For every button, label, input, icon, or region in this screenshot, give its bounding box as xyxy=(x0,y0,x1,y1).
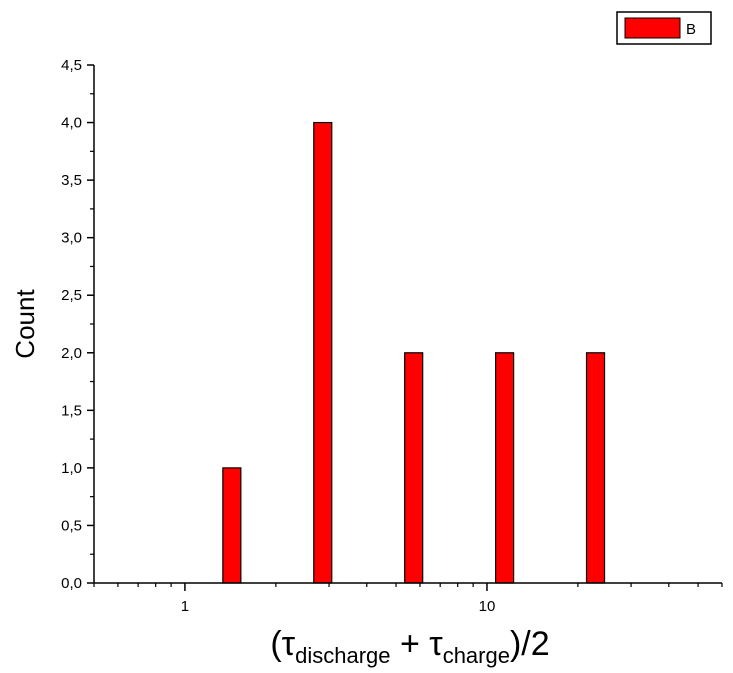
x-axis-title: (τdischarge + τcharge)/2 xyxy=(270,625,549,668)
bar-2 xyxy=(404,352,424,584)
x-axis-title-sub-charge: charge xyxy=(443,643,510,668)
x-axis-title-close: )/2 xyxy=(510,625,550,663)
y-tick-label-9: 4,5 xyxy=(61,57,82,74)
legend-swatch xyxy=(624,17,681,39)
legend-label: B xyxy=(686,21,696,38)
x-ticks-group: 1 10 xyxy=(93,583,723,615)
bar-1 xyxy=(313,121,333,584)
x-tick-label-0: 1 xyxy=(181,598,189,615)
x-tick-label-1: 10 xyxy=(479,598,496,615)
y-tick-label-5: 2,5 xyxy=(61,287,82,304)
y-tick-label-1: 0,5 xyxy=(61,517,82,534)
bar-4 xyxy=(585,352,606,584)
legend: B xyxy=(616,11,712,45)
y-tick-label-3: 1,5 xyxy=(61,402,82,419)
y-tick-label-2: 1,0 xyxy=(61,460,82,477)
bar-3 xyxy=(495,352,515,584)
y-axis-title: Count xyxy=(10,289,40,359)
legend-box xyxy=(616,11,712,45)
y-tick-label-4: 2,0 xyxy=(61,345,82,362)
y-ticks-group: 0,0 0,5 1,0 1,5 2,0 2,5 3,0 3,5 4,0 4,5 xyxy=(61,57,94,592)
y-tick-label-8: 4,0 xyxy=(61,115,82,132)
x-axis-title-sub-discharge: discharge xyxy=(295,643,390,668)
x-axis-title-open: (τ xyxy=(270,625,295,663)
y-tick-label-0: 0,0 xyxy=(61,575,82,592)
y-tick-label-7: 3,5 xyxy=(61,172,82,189)
y-tick-label-6: 3,0 xyxy=(61,230,82,247)
bars-group xyxy=(222,121,606,584)
bar-0 xyxy=(222,467,242,584)
x-axis-title-mid: + τ xyxy=(391,625,444,663)
